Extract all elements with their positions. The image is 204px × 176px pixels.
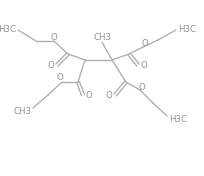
Text: H3C: H3C (178, 26, 196, 34)
Text: O: O (51, 33, 57, 42)
Text: O: O (141, 61, 147, 70)
Text: O: O (139, 83, 145, 92)
Text: O: O (86, 90, 92, 99)
Text: H3C: H3C (0, 26, 16, 34)
Text: O: O (57, 74, 63, 83)
Text: CH3: CH3 (13, 108, 31, 117)
Text: O: O (106, 90, 112, 99)
Text: H3C: H3C (169, 115, 187, 124)
Text: O: O (48, 61, 54, 70)
Text: CH3: CH3 (93, 33, 111, 42)
Text: O: O (142, 39, 148, 48)
